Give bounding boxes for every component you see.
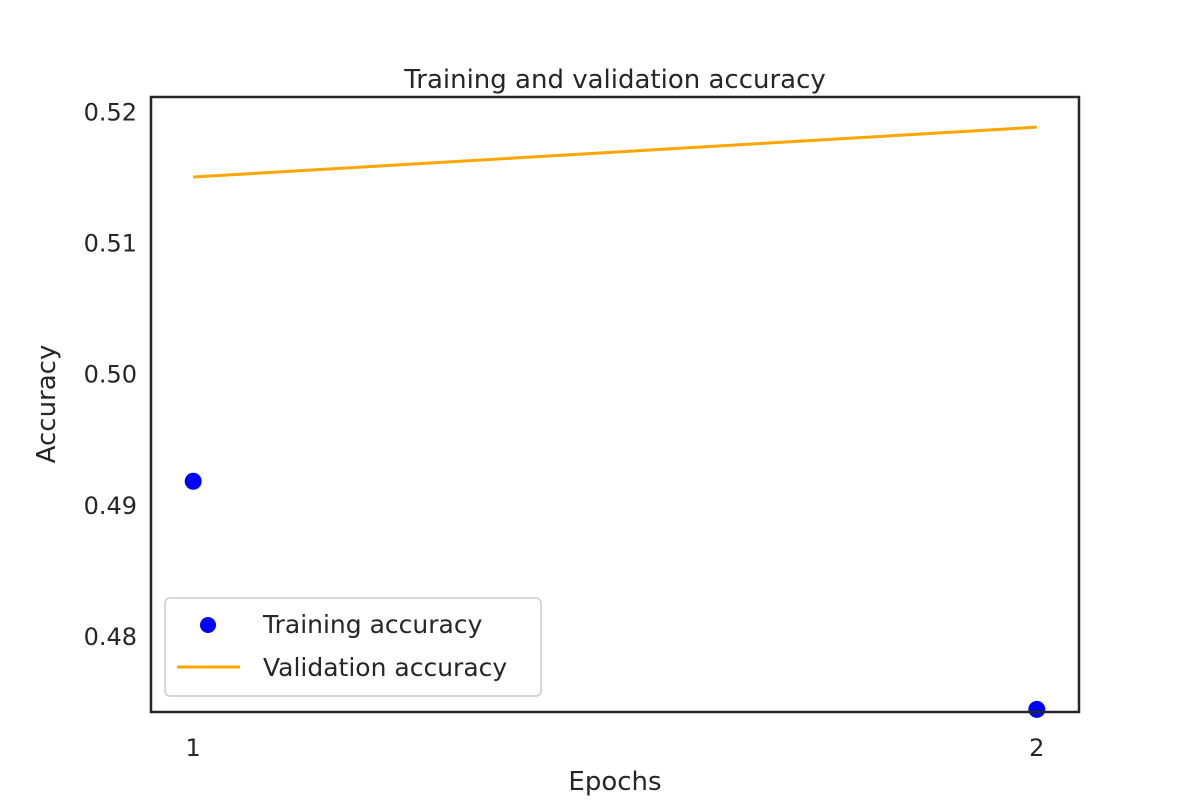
training-accuracy-point [184, 472, 202, 490]
y-tick-label: 0.48 [84, 623, 137, 651]
training-accuracy-point [1028, 700, 1046, 718]
legend-label-training: Training accuracy [262, 610, 483, 639]
validation-accuracy-line [193, 125, 1037, 179]
y-axis-label: Accuracy [32, 345, 62, 464]
y-tick-label: 0.51 [84, 230, 137, 258]
y-tick-label: 0.52 [84, 98, 137, 126]
x-tick-label: 2 [1029, 734, 1044, 762]
plot-frame [149, 95, 1081, 714]
legend-label-validation: Validation accuracy [263, 653, 507, 682]
x-tick-label: 1 [186, 734, 201, 762]
y-tick-labels: 0.48 0.49 0.50 0.51 0.52 [84, 98, 137, 651]
y-tick-label: 0.49 [84, 492, 137, 520]
legend: Training accuracy Validation accuracy [164, 597, 542, 697]
x-axis-label: Epochs [568, 767, 661, 797]
legend-marker-training [200, 617, 216, 633]
chart-title: Training and validation accuracy [403, 65, 826, 95]
y-tick-label: 0.50 [84, 361, 137, 389]
legend-box [164, 597, 542, 697]
plot-marks [184, 125, 1046, 718]
